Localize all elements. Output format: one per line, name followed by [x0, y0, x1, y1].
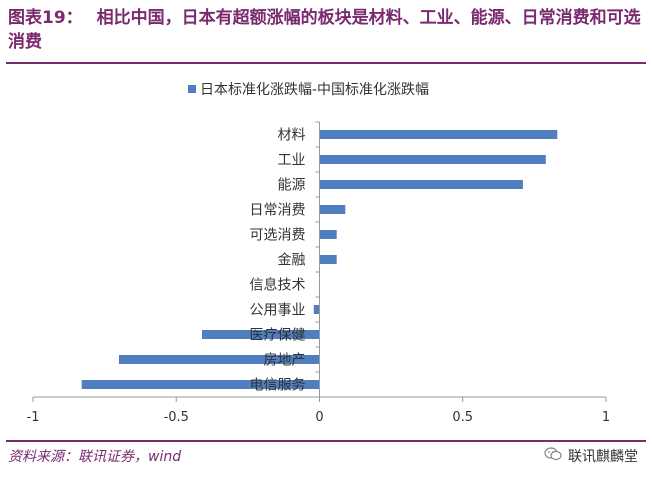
brand-name: 联讯麒麟堂 — [568, 449, 638, 465]
bar-1 — [319, 155, 546, 164]
footer-divider — [6, 440, 646, 442]
source-note: 资料来源：联讯证券，wind — [8, 449, 182, 465]
category-label: 电信服务 — [250, 378, 306, 394]
bar-9 — [119, 355, 320, 364]
category-label: 房地产 — [264, 353, 306, 369]
figure-label: 图表19： — [8, 8, 83, 28]
x-tick-label: -0.5 — [164, 410, 189, 425]
category-label: 金融 — [278, 253, 306, 269]
bar-7 — [313, 305, 320, 314]
category-label: 公用事业 — [250, 303, 306, 319]
bar-10 — [81, 380, 320, 389]
wechat-icon — [544, 447, 562, 465]
category-label: 信息技术 — [250, 277, 306, 294]
bar-5 — [319, 255, 337, 264]
category-label: 医疗保健 — [250, 328, 306, 344]
bar-8 — [202, 330, 320, 339]
figure-title: 图表19： 相比中国，日本有超额涨幅的板块是材料、工业、能源、日常消费和可选消费 — [8, 6, 644, 54]
bar-0 — [319, 130, 558, 139]
category-label: 可选消费 — [250, 228, 306, 244]
brand-watermark: 联讯麒麟堂 — [544, 446, 638, 466]
title-divider — [6, 62, 646, 64]
chart-legend: 日本标准化涨跌幅-中国标准化涨跌幅 — [188, 82, 429, 98]
bar-4 — [319, 230, 337, 239]
figure-title-text: 相比中国，日本有超额涨幅的板块是材料、工业、能源、日常消费和可选消费 — [8, 8, 641, 52]
x-tick-label: 0.5 — [452, 410, 473, 425]
category-label: 能源 — [278, 178, 306, 194]
legend-swatch — [188, 85, 196, 93]
x-tick-label: 1 — [602, 410, 610, 425]
category-label: 日常消费 — [250, 203, 306, 219]
bar-3 — [319, 205, 346, 214]
x-tick-label: -1 — [27, 410, 40, 425]
bar-2 — [319, 180, 523, 189]
category-label: 材料 — [278, 128, 306, 144]
category-label: 工业 — [278, 153, 306, 169]
x-tick-label: 0 — [315, 410, 323, 425]
legend-label: 日本标准化涨跌幅-中国标准化涨跌幅 — [200, 82, 429, 98]
